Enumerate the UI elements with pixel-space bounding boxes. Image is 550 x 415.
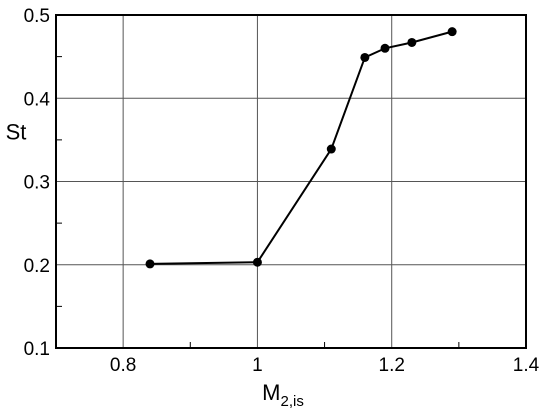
x-axis-label-subscript: 2,is	[280, 393, 303, 410]
y-tick-label: 0.4	[24, 89, 51, 110]
data-point	[252, 257, 262, 267]
data-point	[145, 259, 155, 269]
data-point	[326, 144, 336, 154]
data-point	[360, 52, 370, 62]
x-tick-label: 1.4	[513, 355, 540, 376]
x-tick-labels: 0.8 1 1.2 1.4	[110, 355, 540, 376]
data-point	[447, 27, 457, 37]
x-axis-label: M2,is	[262, 380, 304, 410]
x-tick-label: 1.2	[379, 355, 405, 376]
x-axis-label-main: M	[262, 380, 280, 405]
y-tick-labels: 0.1 0.2 0.3 0.4 0.5	[24, 6, 51, 360]
series-group	[145, 27, 457, 269]
x-tick-label: 1	[252, 355, 263, 376]
y-tick-label: 0.2	[24, 256, 50, 277]
data-point	[380, 43, 390, 53]
y-tick-label: 0.3	[24, 173, 50, 194]
y-tick-label: 0.1	[24, 339, 50, 360]
data-point	[407, 37, 417, 47]
x-tick-label: 0.8	[110, 355, 136, 376]
series-line	[149, 30, 453, 265]
y-tick-label: 0.5	[24, 6, 50, 27]
plot-frame	[55, 14, 527, 349]
grid-lines	[56, 15, 526, 348]
y-axis-label: St	[6, 120, 27, 145]
